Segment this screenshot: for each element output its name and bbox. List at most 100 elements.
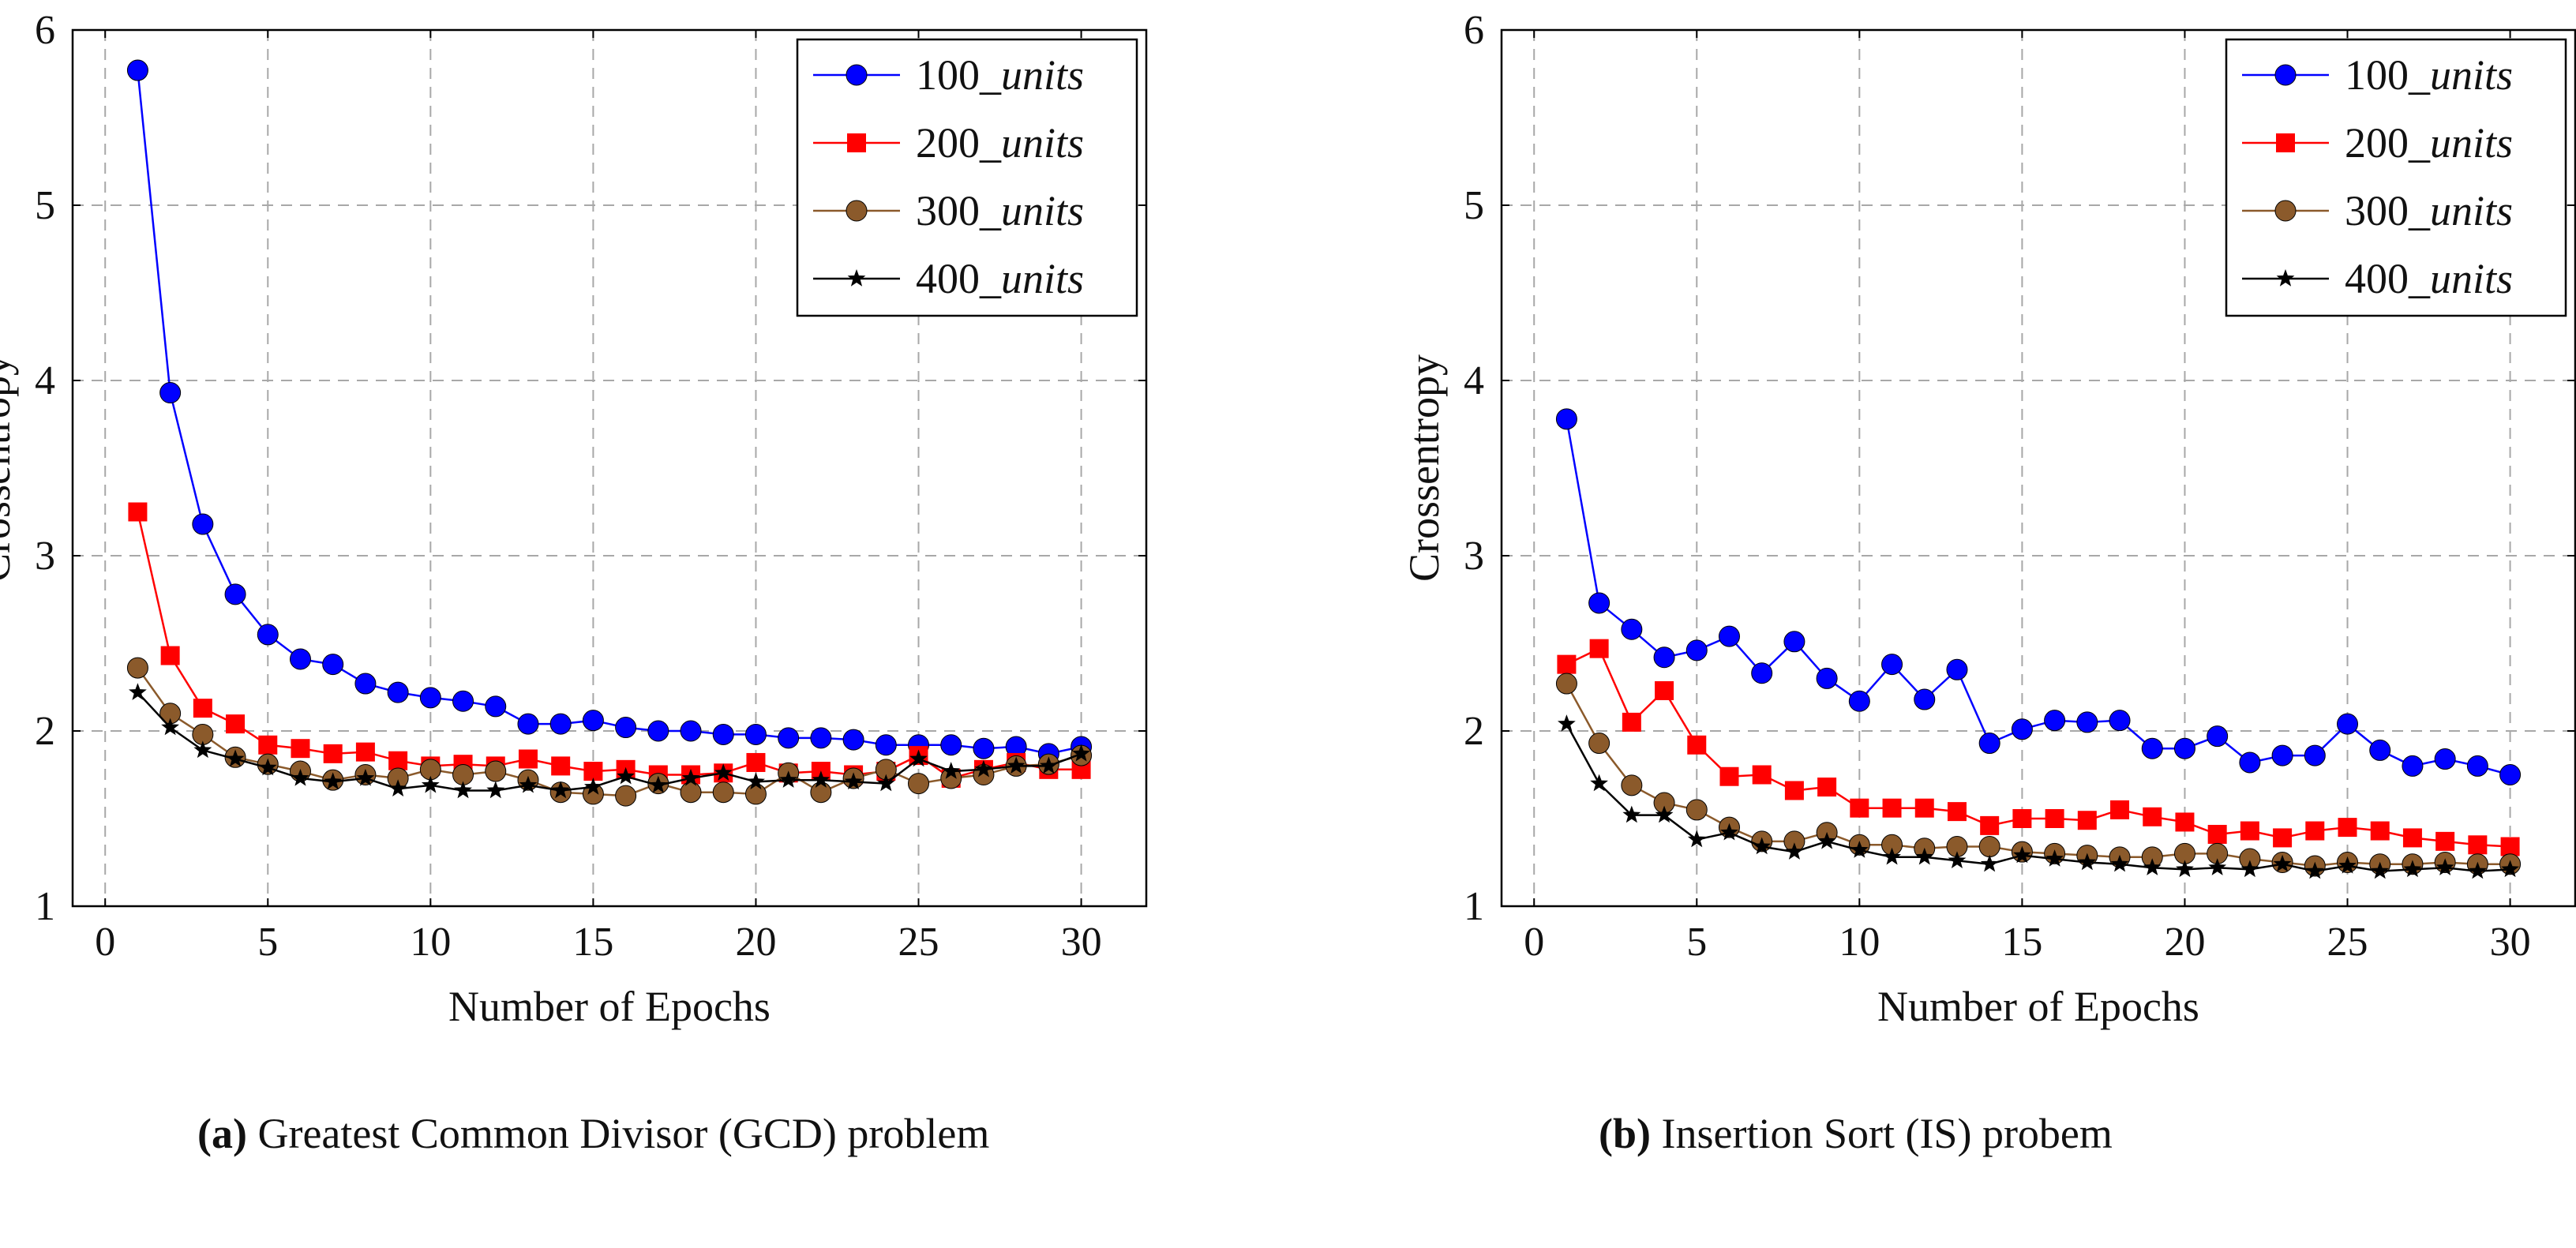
data-point — [940, 734, 962, 756]
series-line — [1565, 683, 2510, 868]
data-point — [258, 735, 278, 755]
data-point — [779, 770, 798, 788]
data-point — [746, 752, 766, 772]
data-point — [518, 749, 538, 769]
data-point — [2466, 755, 2488, 777]
data-point — [388, 779, 407, 796]
data-point — [1589, 639, 1609, 658]
data-point — [744, 723, 767, 745]
data-point — [257, 624, 279, 646]
data-point — [584, 778, 602, 795]
data-point — [323, 744, 343, 763]
caption-a-tag: (a) — [197, 1110, 247, 1157]
data-point — [387, 681, 409, 703]
data-point — [2175, 812, 2195, 832]
legend-entry: 300_units — [2345, 187, 2513, 234]
data-point — [419, 687, 441, 709]
data-point — [388, 751, 408, 770]
data-point — [2305, 821, 2325, 841]
series-a-2 — [126, 657, 1093, 807]
data-point — [2273, 854, 2292, 872]
data-point — [942, 762, 961, 779]
data-point — [1687, 830, 1706, 848]
data-point — [2143, 858, 2162, 875]
data-point — [1719, 766, 1739, 786]
x-tick-label: 5 — [257, 920, 278, 965]
series-b-0 — [1555, 408, 2522, 785]
data-point — [519, 775, 538, 793]
data-point — [810, 727, 832, 749]
data-point — [1752, 765, 1772, 785]
y-tick-label: 4 — [1464, 358, 1484, 403]
data-point — [1816, 667, 1838, 689]
legend-entry: 400_units — [2345, 255, 2513, 302]
x-tick-label: 5 — [1686, 920, 1707, 965]
legend-entry: 400_units — [916, 255, 1084, 302]
legend-marker — [2274, 200, 2297, 222]
data-point — [1588, 733, 1610, 755]
data-point — [1947, 802, 1967, 822]
data-point — [2208, 858, 2227, 875]
legend-marker — [847, 269, 866, 287]
data-point — [2207, 824, 2227, 844]
legend-marker — [2276, 133, 2295, 152]
data-point — [2207, 725, 2229, 748]
data-point — [1850, 798, 1869, 818]
data-point — [226, 714, 246, 734]
data-point — [486, 781, 505, 799]
data-point — [1557, 654, 1577, 674]
caption-b-text: Insertion Sort (IS) probem — [1661, 1110, 2113, 1157]
data-point — [615, 717, 637, 739]
data-point — [812, 770, 831, 788]
data-point — [549, 713, 572, 735]
data-point — [355, 742, 375, 762]
data-point — [1881, 654, 1903, 676]
y-tick-label: 2 — [35, 709, 55, 754]
y-tick-label: 6 — [1464, 8, 1484, 53]
data-point — [2338, 818, 2357, 838]
legend-entry: 200_units — [2345, 119, 2513, 167]
legend-entry: 300_units — [916, 187, 1084, 234]
data-point — [1978, 733, 2000, 755]
data-point — [1555, 408, 1577, 430]
data-point — [2011, 718, 2033, 740]
data-point — [224, 583, 246, 605]
x-tick-label: 30 — [1061, 920, 1102, 965]
data-point — [1850, 841, 1869, 858]
data-point — [649, 775, 668, 793]
data-point — [2435, 858, 2454, 875]
data-point — [126, 657, 148, 679]
x-tick-label: 10 — [410, 920, 451, 965]
legend-box — [2225, 38, 2567, 317]
data-point — [2076, 711, 2098, 733]
x-tick-label: 25 — [898, 920, 939, 965]
data-point — [2500, 837, 2520, 856]
y-axis-label: Crossentropy — [0, 354, 19, 582]
data-point — [126, 59, 148, 81]
data-point — [1621, 774, 1643, 796]
data-point — [2045, 809, 2064, 828]
data-point — [1914, 688, 1936, 710]
data-point — [1653, 646, 1675, 669]
data-point — [1751, 662, 1773, 684]
y-tick-label: 1 — [1464, 884, 1484, 929]
data-point — [842, 729, 864, 751]
data-point — [1007, 756, 1026, 774]
x-tick-label: 15 — [572, 920, 613, 965]
data-point — [1848, 690, 1870, 712]
data-point — [1718, 625, 1740, 647]
data-point — [2403, 860, 2422, 878]
series-line — [137, 512, 1082, 780]
data-point — [778, 727, 800, 749]
data-point — [2240, 860, 2259, 878]
data-point — [2468, 835, 2488, 855]
y-tick-label: 5 — [35, 183, 55, 228]
data-point — [1883, 847, 1901, 865]
data-point — [485, 695, 507, 718]
chart-b: 0 5 10 15 20 25 30 1 2 3 4 5 6 Number of Epochs Crosse… — [1400, 8, 2576, 1030]
data-point — [1558, 714, 1576, 732]
data-point — [289, 648, 311, 670]
data-point — [974, 759, 993, 778]
data-point — [1817, 831, 1836, 849]
data-point — [2143, 807, 2162, 826]
